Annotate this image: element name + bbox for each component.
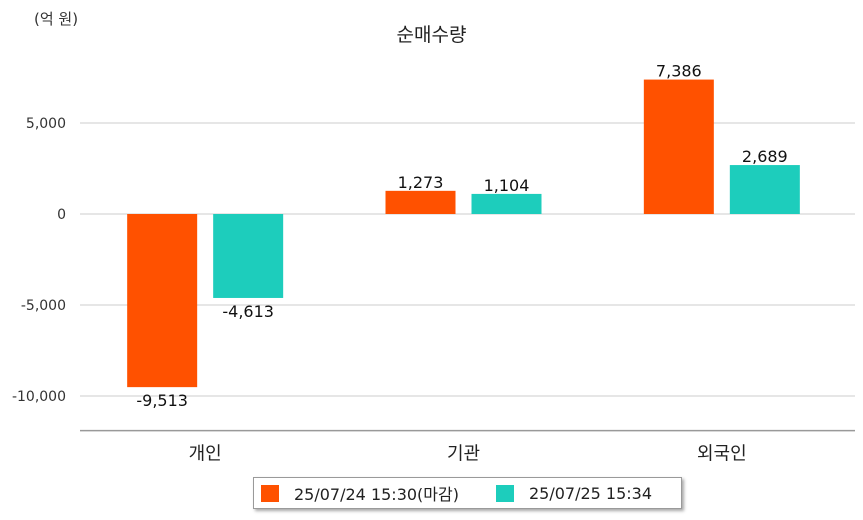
y-tick-label: 0	[57, 207, 66, 223]
data-label: -4,613	[222, 302, 274, 321]
legend-item-series-1[interactable]: 25/07/24 15:30(마감)	[261, 481, 459, 505]
bar	[729, 165, 800, 214]
legend-item-series-2[interactable]: 25/07/25 15:34	[495, 483, 653, 503]
legend-label: 25/07/24 15:30(마감)	[294, 485, 459, 504]
x-tick-label: 기관	[447, 444, 480, 465]
bar	[213, 214, 284, 298]
bar	[385, 190, 456, 214]
x-tick-label: 외국인	[697, 444, 747, 465]
legend-swatch	[495, 484, 514, 502]
data-label: -9,513	[136, 391, 188, 410]
legend[interactable]: 25/07/24 15:30(마감) 25/07/25 15:34	[253, 477, 682, 509]
legend-swatch	[261, 484, 279, 502]
data-label: 1,104	[484, 176, 530, 195]
unit-label: (억 원)	[34, 10, 79, 28]
bar	[127, 214, 198, 388]
y-tick-label: -10,000	[12, 389, 66, 405]
x-tick-label: 개인	[189, 444, 222, 465]
legend-label: 25/07/25 15:34	[528, 483, 653, 503]
data-label: 2,689	[742, 147, 788, 166]
data-label: 1,273	[398, 173, 444, 192]
y-tick-label: 5,000	[26, 116, 66, 132]
data-label: 7,386	[656, 62, 702, 81]
bar	[471, 193, 542, 214]
bar	[643, 79, 714, 214]
y-tick-label: -5,000	[21, 298, 66, 314]
chart-title: 순매수량	[396, 24, 467, 46]
